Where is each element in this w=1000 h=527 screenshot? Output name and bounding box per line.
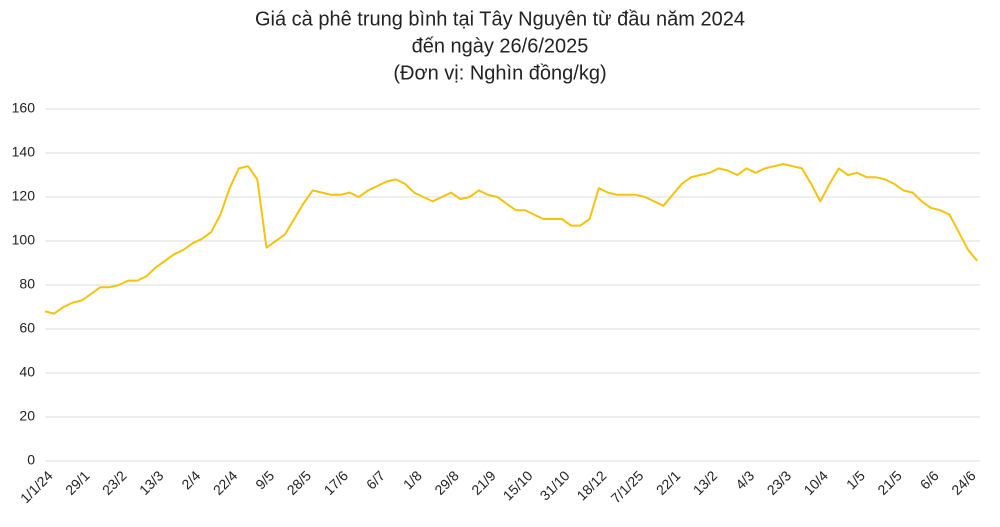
x-tick-label: 17/6 (321, 467, 352, 498)
x-tick-label: 15/10 (500, 467, 536, 503)
x-tick-label: 2/4 (178, 467, 203, 492)
x-tick-label: 13/3 (136, 467, 167, 498)
y-tick-label: 160 (12, 100, 36, 116)
x-tick-label: 1/5 (843, 467, 868, 492)
x-tick-label: 1/1/24 (17, 467, 56, 506)
y-tick-label: 140 (12, 144, 36, 160)
x-tick-label: 6/7 (363, 467, 388, 492)
price-line (44, 163, 978, 315)
x-tick-label: 23/2 (99, 467, 130, 498)
y-tick-label: 120 (12, 188, 36, 204)
x-tick-label: 22/4 (210, 467, 241, 498)
y-tick-label: 40 (19, 364, 35, 380)
y-tick-label: 100 (12, 232, 36, 248)
x-tick-label: 31/10 (537, 467, 573, 503)
x-tick-label: 13/2 (690, 467, 721, 498)
chart-title: đến ngày 26/6/2025 (412, 35, 589, 57)
y-tick-label: 20 (19, 408, 35, 424)
x-tick-label: 24/6 (948, 467, 979, 498)
x-tick-label: 29/8 (431, 467, 462, 498)
x-tick-label: 21/5 (874, 467, 905, 498)
y-tick-label: 80 (19, 276, 35, 292)
chart-title: Giá cà phê trung bình tại Tây Nguyên từ … (255, 8, 745, 30)
x-tick-label: 1/8 (400, 467, 425, 492)
x-tick-label: 6/6 (917, 467, 942, 492)
x-tick-label: 18/12 (573, 467, 609, 503)
x-tick-label: 28/5 (284, 467, 315, 498)
chart-subtitle: (Đơn vị: Nghìn đồng/kg) (393, 62, 606, 84)
x-tick-label: 7/1/25 (608, 467, 647, 506)
x-tick-label: 23/3 (764, 467, 795, 498)
x-tick-label: 9/5 (252, 467, 277, 492)
x-tick-label: 10/4 (800, 467, 831, 498)
y-tick-label: 60 (19, 320, 35, 336)
x-tick-label: 29/1 (62, 467, 93, 498)
y-tick-label: 0 (27, 452, 35, 468)
x-tick-label: 22/1 (653, 467, 684, 498)
x-tick-label: 21/9 (468, 467, 499, 498)
x-tick-label: 4/3 (732, 467, 757, 492)
